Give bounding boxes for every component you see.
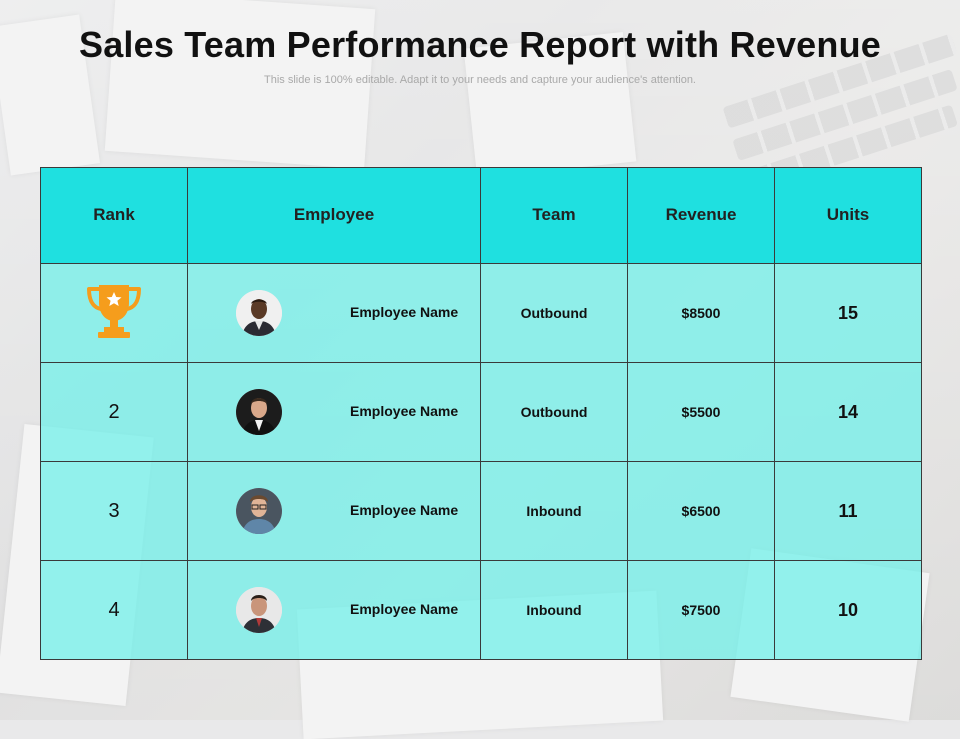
trophy-icon <box>85 284 143 345</box>
header-team: Team <box>480 167 628 264</box>
employee-cell: Employee Name <box>187 560 481 660</box>
header-revenue: Revenue <box>627 167 775 264</box>
employee-cell: Employee Name <box>187 263 481 363</box>
team-cell: Inbound <box>480 461 628 561</box>
units-cell: 10 <box>774 560 922 660</box>
slide-title: Sales Team Performance Report with Reven… <box>79 24 881 65</box>
avatar <box>236 290 282 336</box>
slide-subtitle: This slide is 100% editable. Adapt it to… <box>264 74 696 86</box>
employee-name: Employee Name <box>350 601 459 617</box>
rank-cell: 3 <box>40 461 188 561</box>
table-row: Employee Name Outbound $8500 15 <box>40 263 922 363</box>
performance-table: Rank Employee Team Revenue Units <box>40 167 922 660</box>
revenue-cell: $7500 <box>627 560 775 660</box>
header-employee: Employee <box>187 167 481 264</box>
team-cell: Outbound <box>480 362 628 462</box>
revenue-cell: $6500 <box>627 461 775 561</box>
team-cell: Outbound <box>480 263 628 363</box>
header-rank: Rank <box>40 167 188 264</box>
table-row: 4 Employee Name Inbound <box>40 560 922 660</box>
avatar <box>236 488 282 534</box>
employee-name: Employee Name <box>350 403 459 419</box>
header-units: Units <box>774 167 922 264</box>
avatar <box>236 389 282 435</box>
units-cell: 15 <box>774 263 922 363</box>
units-cell: 11 <box>774 461 922 561</box>
avatar <box>236 587 282 633</box>
team-cell: Inbound <box>480 560 628 660</box>
table-header-row: Rank Employee Team Revenue Units <box>40 167 922 264</box>
revenue-cell: $5500 <box>627 362 775 462</box>
employee-name: Employee Name <box>350 502 459 518</box>
rank-cell: 2 <box>40 362 188 462</box>
rank-cell <box>40 263 188 363</box>
table-row: 3 Employee Name <box>40 461 922 561</box>
employee-cell: Employee Name <box>187 362 481 462</box>
employee-cell: Employee Name <box>187 461 481 561</box>
revenue-cell: $8500 <box>627 263 775 363</box>
units-cell: 14 <box>774 362 922 462</box>
employee-name: Employee Name <box>350 304 459 320</box>
table-row: 2 Employee Name Outbound <box>40 362 922 462</box>
rank-cell: 4 <box>40 560 188 660</box>
